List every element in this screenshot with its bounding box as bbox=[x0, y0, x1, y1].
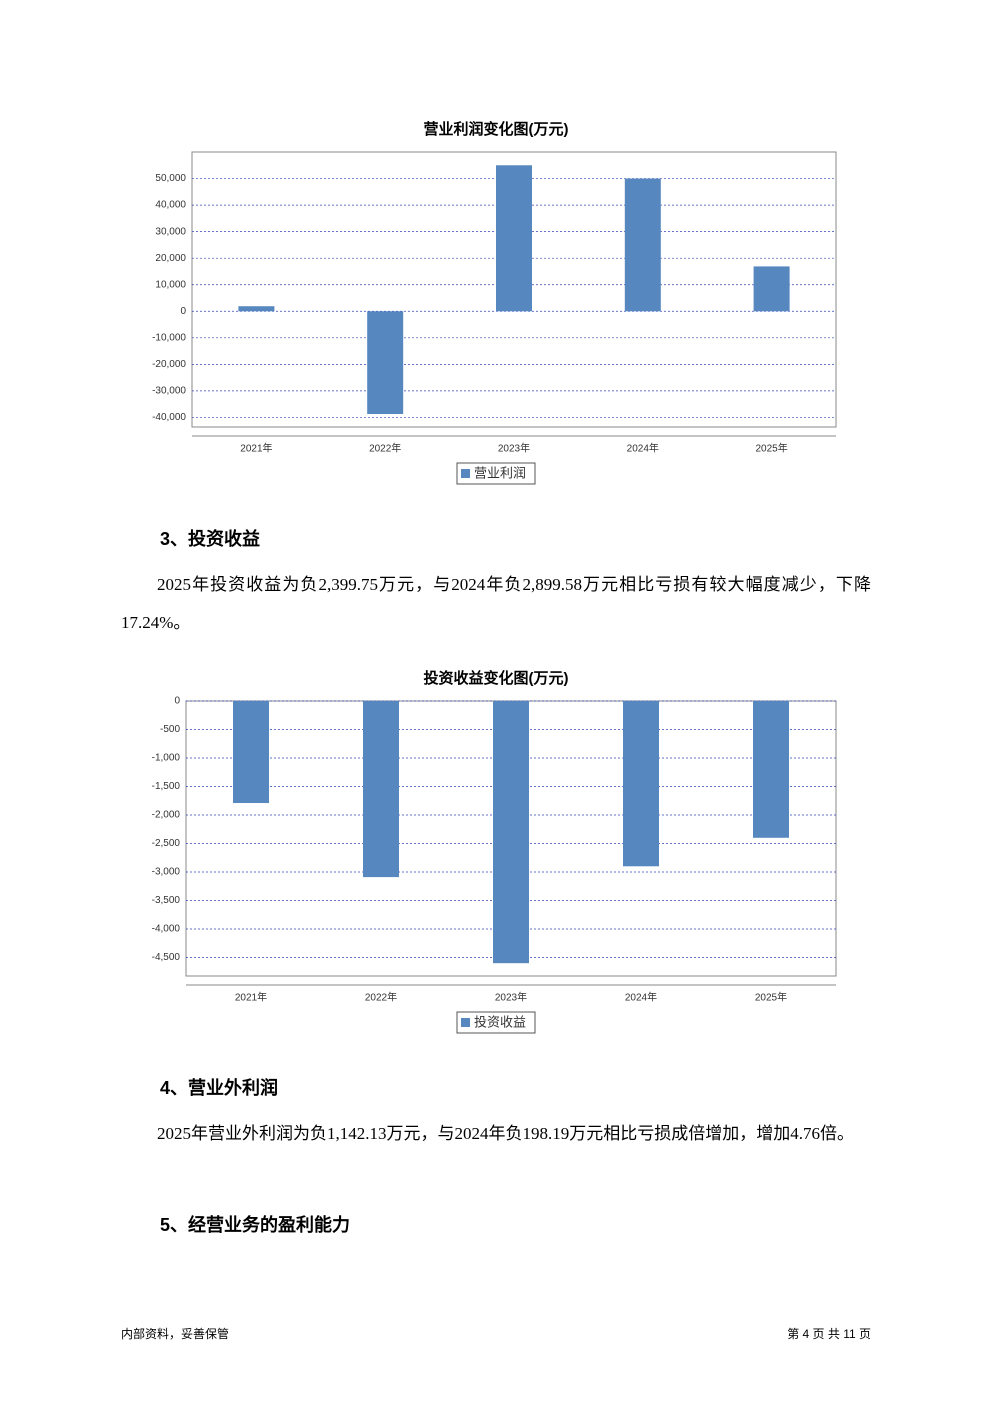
chart: 营业利润变化图(万元) -40,000 -30,000 -20,000 -10,000 0… bbox=[152, 120, 837, 485]
bar bbox=[493, 701, 529, 964]
y-tick-label: -4,000 bbox=[152, 924, 181, 935]
bar bbox=[367, 311, 404, 414]
y-tick-label: 10,000 bbox=[155, 279, 186, 290]
y-tick-label: 0 bbox=[174, 696, 180, 707]
y-tick-label: -4,500 bbox=[152, 952, 181, 963]
paragraph: 2025年营业外利润为负1,142.13万元，与2024年负198.19万元相比… bbox=[157, 1124, 854, 1143]
bar bbox=[753, 701, 789, 838]
chart-title: 营业利润变化图(万元) bbox=[424, 120, 569, 138]
legend-swatch bbox=[461, 469, 470, 478]
bar bbox=[753, 266, 790, 312]
legend-box bbox=[456, 1011, 536, 1034]
y-tick-label: -3,500 bbox=[152, 895, 181, 906]
x-tick-label: 2021年 bbox=[240, 442, 272, 455]
chart: 投资收益变化图(万元) -4,500 -4,000 -3,500 -3,000 -2,50… bbox=[152, 669, 837, 1034]
heading: 4、营业外利润 bbox=[160, 1078, 279, 1098]
heading: 3、投资收益 bbox=[160, 529, 261, 549]
y-tick-label: -20,000 bbox=[152, 359, 186, 370]
x-tick-label: 2025年 bbox=[755, 442, 787, 455]
y-tick-label: 40,000 bbox=[155, 200, 186, 211]
y-tick-label: -2,500 bbox=[152, 838, 181, 849]
x-tick-label: 2025年 bbox=[755, 991, 787, 1004]
y-tick-label: 0 bbox=[180, 306, 186, 317]
y-tick-label: -10,000 bbox=[152, 332, 186, 343]
bar bbox=[363, 701, 399, 878]
footer-left: 内部资料，妥善保管 bbox=[121, 1327, 230, 1341]
bar bbox=[238, 306, 275, 312]
heading: 5、经营业务的盈利能力 bbox=[160, 1215, 351, 1235]
y-tick-label: -500 bbox=[160, 724, 180, 735]
chart-title: 投资收益变化图(万元) bbox=[424, 669, 569, 687]
y-tick-label: 30,000 bbox=[155, 226, 186, 237]
x-tick-label: 2022年 bbox=[369, 442, 401, 455]
y-tick-label: -30,000 bbox=[152, 386, 186, 397]
legend-swatch bbox=[461, 1018, 470, 1027]
legend-label: 营业利润 bbox=[474, 465, 526, 480]
y-tick-label: 20,000 bbox=[155, 253, 186, 264]
x-tick-label: 2022年 bbox=[365, 991, 397, 1004]
x-tick-label: 2023年 bbox=[495, 991, 527, 1004]
legend-label: 投资收益 bbox=[474, 1014, 526, 1029]
x-tick-label: 2023年 bbox=[498, 442, 530, 455]
y-tick-label: -1,000 bbox=[152, 753, 181, 764]
x-tick-label: 2024年 bbox=[627, 442, 659, 455]
bar bbox=[623, 701, 659, 867]
y-tick-label: -3,000 bbox=[152, 867, 181, 878]
paragraph: 2025年投资收益为负2,399.75万元，与2024年负2,899.58万元相… bbox=[121, 575, 871, 632]
y-tick-label: 50,000 bbox=[155, 173, 186, 184]
bar bbox=[624, 178, 661, 312]
bar bbox=[233, 701, 269, 804]
x-tick-label: 2021年 bbox=[235, 991, 267, 1004]
y-tick-label: -2,000 bbox=[152, 810, 181, 821]
legend-box bbox=[456, 462, 536, 485]
y-tick-label: -40,000 bbox=[152, 412, 186, 423]
y-tick-label: -1,500 bbox=[152, 781, 181, 792]
x-tick-label: 2024年 bbox=[625, 991, 657, 1004]
bar bbox=[496, 165, 532, 312]
footer-right: 第 4 页 共 11 页 bbox=[787, 1327, 871, 1341]
